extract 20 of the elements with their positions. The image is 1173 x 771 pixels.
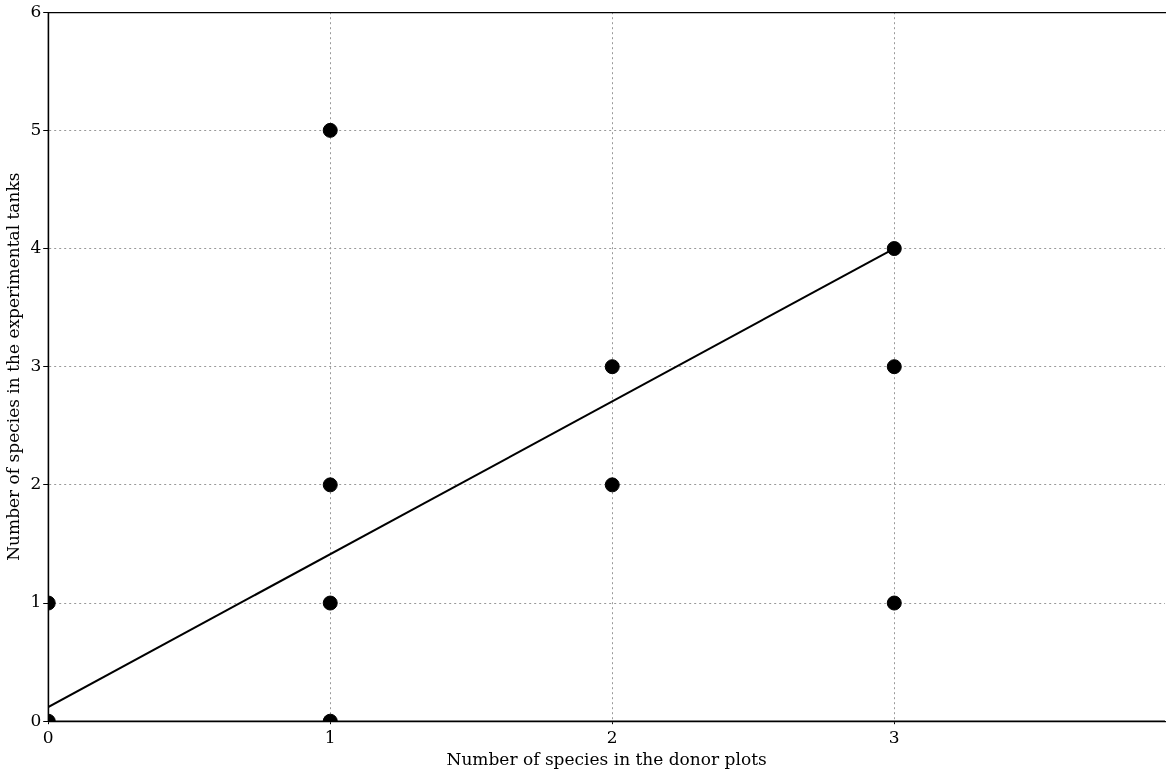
y-axis-title: Number of species in the experimental tanks: [2, 172, 23, 561]
y-tick-label: 4: [30, 236, 42, 257]
x-axis-title: Number of species in the donor plots: [446, 749, 767, 770]
point: [322, 122, 338, 138]
y-tick-label: 1: [30, 591, 42, 612]
y-tick-label: 5: [30, 118, 42, 139]
x-tick-label: 3: [888, 726, 900, 747]
point: [604, 477, 620, 493]
y-tick-label: 2: [30, 473, 42, 494]
point: [322, 595, 338, 611]
point: [604, 359, 620, 375]
y-tick-label: 6: [30, 0, 42, 21]
x-tick-label: 1: [324, 726, 336, 747]
x-tick-label: 2: [606, 726, 618, 747]
point: [886, 359, 902, 375]
point: [322, 477, 338, 493]
y-tick-label: 3: [30, 355, 42, 376]
y-tick-label: 0: [30, 709, 42, 730]
point: [886, 595, 902, 611]
point: [886, 241, 902, 257]
